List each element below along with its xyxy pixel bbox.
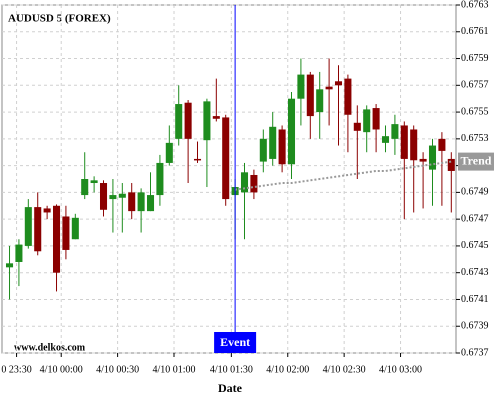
y-tick-label: 0.6755 [461, 106, 489, 117]
chart-title: AUDUSD 5 (FOREX) [8, 13, 111, 25]
candle-body [240, 172, 249, 193]
y-tick-label: 0.6737 [461, 347, 489, 358]
x-axis-label: Date [218, 381, 243, 395]
candle-body [250, 174, 258, 193]
candle-body [381, 136, 390, 143]
candle-body [81, 179, 89, 196]
candle-body [34, 207, 42, 252]
candle-body [400, 125, 408, 159]
y-tick-label: 0.6761 [461, 26, 489, 37]
x-tick-label: 4/10 00:30 [96, 364, 139, 375]
candle-body [118, 193, 126, 198]
y-tick-label: 0.6759 [461, 53, 489, 64]
event-label: Event [220, 335, 250, 349]
candle-body [306, 74, 314, 117]
candle-body [297, 74, 305, 99]
candle-body [15, 244, 23, 262]
candle-body [344, 78, 352, 115]
candle-body [447, 158, 455, 171]
candle-body [372, 108, 380, 130]
candle-body [428, 145, 437, 170]
candle-body [269, 126, 277, 159]
candle-body [156, 162, 164, 196]
candle-body [259, 138, 267, 162]
candle-body [391, 124, 399, 139]
candle-body [184, 102, 192, 139]
x-tick-label: 4/10 00:00 [40, 364, 83, 375]
trend-line [234, 160, 452, 191]
candle-body [287, 98, 296, 165]
y-tick-label: 0.6749 [461, 187, 489, 198]
candle-body [438, 138, 446, 151]
candle-body [62, 216, 70, 250]
candle-body [137, 192, 145, 212]
candle-body [222, 117, 230, 200]
trend-label: Trend [461, 153, 492, 167]
grid [2, 4, 456, 354]
event-box [214, 332, 257, 353]
candle-body [419, 158, 427, 162]
candle-body [193, 158, 202, 161]
candle-body [99, 183, 108, 210]
candle-body [353, 122, 361, 131]
y-tick-label: 0.6741 [461, 294, 489, 305]
y-tick-label: 0.6739 [461, 321, 489, 332]
candle-body [71, 217, 79, 240]
candle-body [203, 101, 211, 141]
candle-body [175, 104, 183, 139]
candle-body [334, 81, 343, 86]
candle-body [316, 89, 324, 113]
candle-body [109, 195, 117, 200]
x-tick-label: 4/10 03:00 [379, 364, 422, 375]
candle-body [146, 195, 155, 212]
x-tick-label: 0 23:30 [1, 364, 31, 375]
x-tick-label: 4/10 01:30 [210, 364, 253, 375]
x-tick-label: 4/10 02:00 [266, 364, 309, 375]
candle-body [24, 207, 32, 246]
x-tick-label: 4/10 02:30 [323, 364, 366, 375]
y-tick-label: 0.6753 [461, 133, 489, 144]
candle-body [278, 129, 286, 165]
candle-body [212, 116, 220, 119]
candle-body [325, 86, 333, 90]
y-tick-label: 0.6743 [461, 267, 489, 278]
candle-body [165, 142, 173, 163]
x-tick-label: 4/10 01:00 [152, 364, 195, 375]
trend-label-box [458, 152, 494, 171]
y-tick-label: 0.6745 [461, 240, 489, 251]
watermark: www.delkos.com [14, 342, 86, 353]
y-tick-label: 0.6747 [461, 213, 489, 224]
candle-body [363, 109, 371, 133]
candle-body [52, 205, 61, 273]
y-tick-label: 0.6763 [461, 0, 489, 10]
candle-body [128, 192, 136, 212]
candle-body [43, 208, 51, 213]
candle-body [410, 129, 418, 161]
y-tick-label: 0.6757 [461, 80, 489, 91]
candle-body [5, 263, 14, 268]
candle-body [90, 180, 98, 184]
